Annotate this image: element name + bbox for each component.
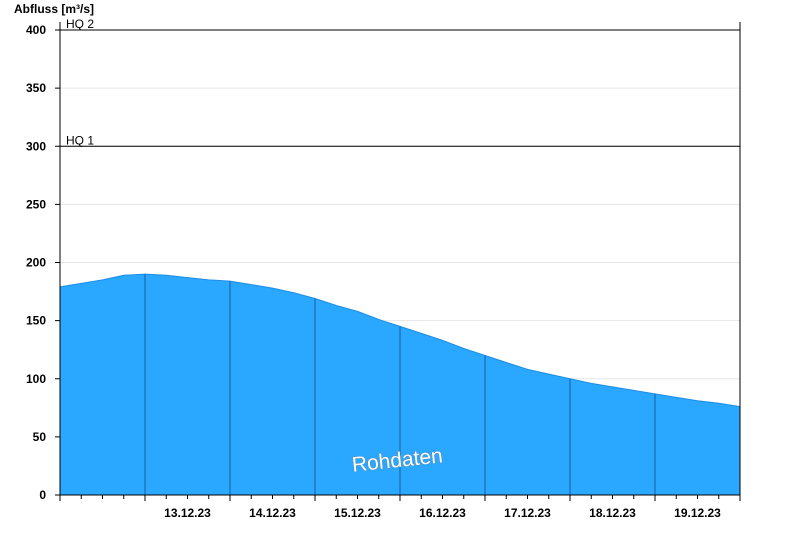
day-divider-lines: [144, 274, 656, 495]
x-tick-label: 16.12.23: [419, 506, 466, 520]
x-tick-label: 14.12.23: [249, 506, 296, 520]
x-tick-label: 19.12.23: [674, 506, 721, 520]
y-tick-label: 100: [26, 372, 46, 386]
y-axis-title: Abfluss [m³/s]: [14, 2, 94, 16]
threshold-label: HQ 1: [66, 133, 94, 147]
y-tick-label: 400: [26, 23, 46, 37]
y-tick-label: 150: [26, 314, 46, 328]
discharge-line: [59, 273, 741, 408]
x-tick-label: 15.12.23: [334, 506, 381, 520]
y-tick-label: 350: [26, 81, 46, 95]
y-tick-label: 300: [26, 139, 46, 153]
y-tick-label: 0: [39, 488, 46, 502]
threshold-label: HQ 2: [66, 17, 94, 31]
threshold-lines: HQ 1 HQ 2: [60, 17, 740, 147]
y-tick-label: 50: [33, 430, 47, 444]
x-tick-label: 13.12.23: [164, 506, 211, 520]
y-tick-label: 200: [26, 256, 46, 270]
y-tick-label: 250: [26, 197, 46, 211]
x-tick-label: 17.12.23: [504, 506, 551, 520]
x-tick-label: 18.12.23: [589, 506, 636, 520]
axes: 0 50 100 150 200 250 300 350 400 13.12.23 14.12.23…: [26, 22, 741, 520]
